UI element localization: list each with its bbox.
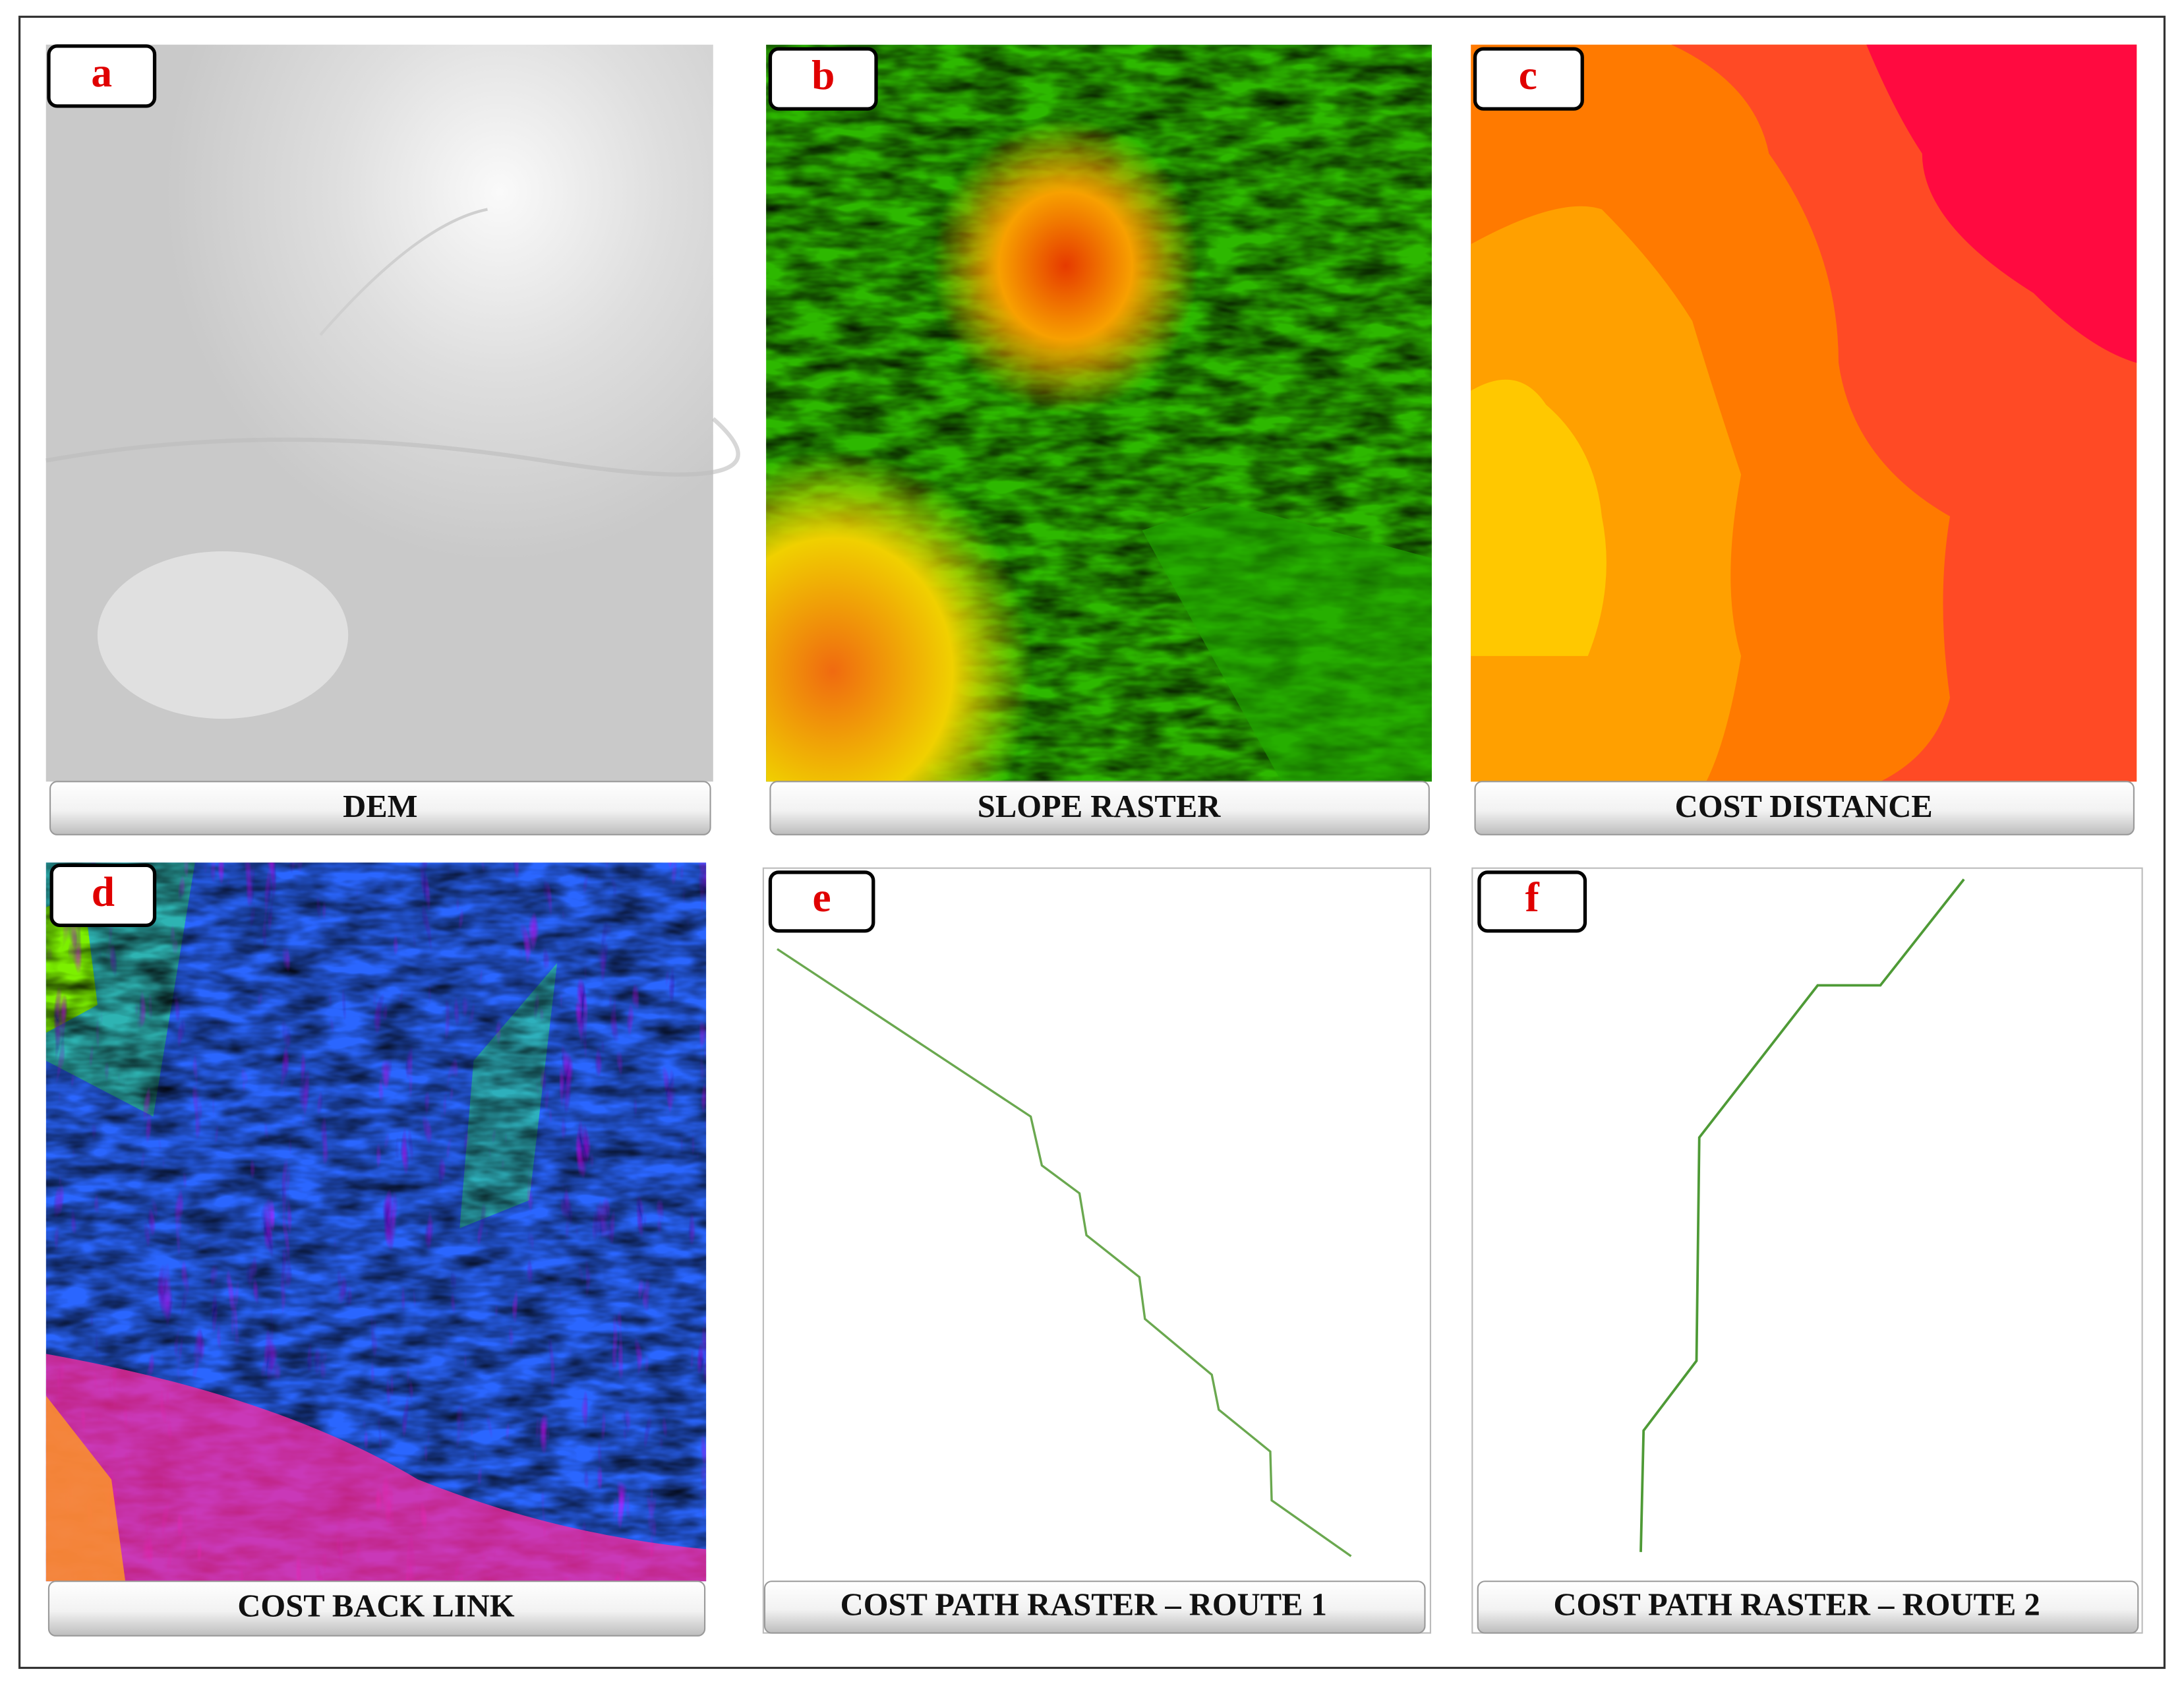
panel-letter: d — [92, 868, 115, 915]
panel-letter: e — [813, 874, 831, 920]
panel-f: f COST PATH RASTER – ROUTE 2 — [1471, 867, 2143, 1634]
panel-letter: c — [1519, 51, 1537, 98]
panel-caption: COST PATH RASTER – ROUTE 1 — [841, 1587, 1327, 1623]
panel-d: d COST BACK LINK — [45, 862, 707, 1637]
panel-letter: b — [812, 51, 835, 98]
panel-letter: a — [91, 49, 112, 96]
panel-caption: COST BACK LINK — [237, 1588, 514, 1624]
route-line — [1639, 878, 1965, 1552]
panel-caption: COST PATH RASTER – ROUTE 2 — [1553, 1587, 2040, 1623]
panel-c: c COST DISTANCE — [1471, 44, 2137, 835]
panel-a: a DEM — [45, 44, 740, 835]
panel-letter: f — [1525, 874, 1540, 920]
panel-e: e COST PATH RASTER – ROUTE 1 — [762, 867, 1431, 1634]
panel-caption: COST DISTANCE — [1675, 789, 1933, 824]
panel-b: b SLOPE RASTER — [766, 44, 1432, 835]
panel-caption: SLOPE RASTER — [978, 789, 1221, 824]
panel-caption: DEM — [343, 789, 417, 824]
route-line — [777, 948, 1352, 1557]
